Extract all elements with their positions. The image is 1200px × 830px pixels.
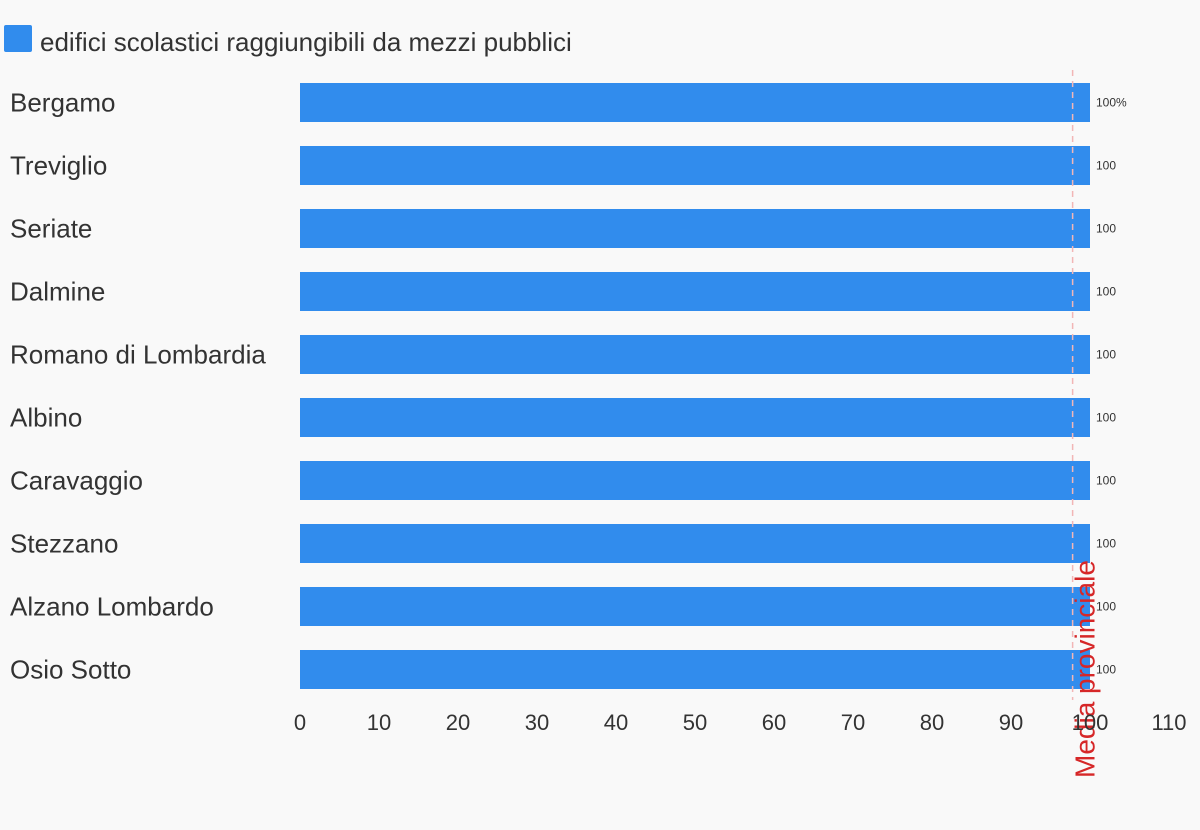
bar: [300, 650, 1090, 689]
x-tick-label: 30: [525, 710, 549, 735]
x-tick-label: 110: [1151, 710, 1186, 735]
category-label: Alzano Lombardo: [10, 592, 214, 622]
category-label: Treviglio: [10, 151, 107, 181]
bar: [300, 461, 1090, 500]
bar: [300, 272, 1090, 311]
bar: [300, 83, 1090, 122]
category-label: Stezzano: [10, 529, 118, 559]
bar: [300, 587, 1090, 626]
bar: [300, 209, 1090, 248]
legend-swatch: [4, 25, 32, 52]
x-tick-label: 70: [841, 710, 865, 735]
value-label: 100: [1096, 411, 1116, 425]
category-label: Seriate: [10, 214, 92, 244]
category-label: Osio Sotto: [10, 655, 131, 685]
value-label: 100: [1096, 474, 1116, 488]
legend-label: edifici scolastici raggiungibili da mezz…: [40, 27, 572, 57]
category-label: Romano di Lombardia: [10, 340, 266, 370]
x-tick-label: 100: [1072, 710, 1109, 735]
value-label: 100: [1096, 159, 1116, 173]
x-tick-label: 80: [920, 710, 944, 735]
x-tick-label: 20: [446, 710, 470, 735]
legend: edifici scolastici raggiungibili da mezz…: [4, 25, 572, 57]
bar: [300, 398, 1090, 437]
category-label: Caravaggio: [10, 466, 143, 496]
category-label: Dalmine: [10, 277, 105, 307]
bar: [300, 335, 1090, 374]
category-label: Bergamo: [10, 88, 116, 118]
category-label: Albino: [10, 403, 82, 433]
value-label: 100: [1096, 285, 1116, 299]
x-tick-label: 10: [367, 710, 391, 735]
bar: [300, 524, 1090, 563]
value-label: 100: [1096, 348, 1116, 362]
x-tick-label: 0: [294, 710, 306, 735]
x-axis: 0 10 20 30 40 50 60 70 80 90 100 110: [294, 710, 1187, 735]
x-tick-label: 50: [683, 710, 707, 735]
value-label: 100: [1096, 600, 1116, 614]
value-label: 100: [1096, 222, 1116, 236]
x-tick-label: 60: [762, 710, 786, 735]
bar: [300, 146, 1090, 185]
value-label: 100: [1096, 537, 1116, 551]
bars: Bergamo 100% Treviglio 100 Seriate 100 Dalmine…: [10, 83, 1127, 689]
reference-line-label: Media provinciale: [1070, 560, 1101, 778]
x-tick-label: 90: [999, 710, 1023, 735]
reference-line-group: Media provinciale: [1070, 70, 1101, 778]
value-label: 100: [1096, 663, 1116, 677]
value-label: 100%: [1096, 96, 1127, 110]
x-tick-label: 40: [604, 710, 628, 735]
